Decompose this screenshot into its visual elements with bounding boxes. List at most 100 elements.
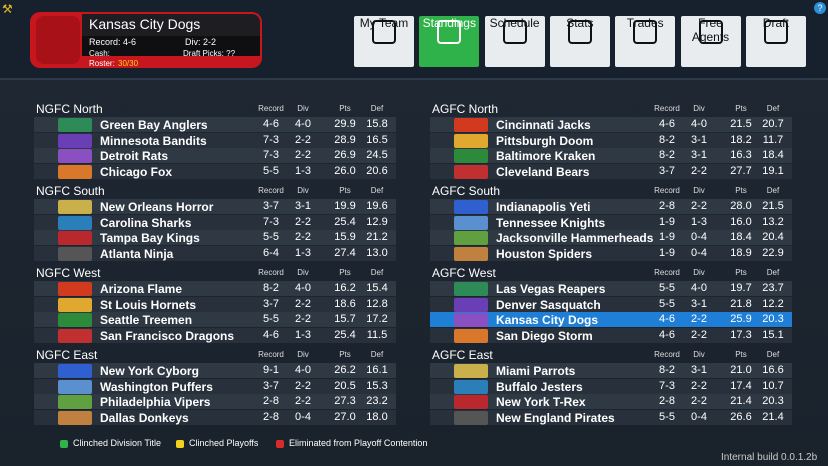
team-row[interactable]: New Orleans Horror 3-7 3-1 19.9 19.6	[34, 199, 396, 214]
team-name: Chicago Fox	[100, 164, 173, 179]
team-row[interactable]: Green Bay Anglers 4-6 4-0 29.9 15.8	[34, 117, 396, 132]
wrench-icon[interactable]: ⚒	[2, 2, 13, 16]
stat-cell: 15.9	[334, 231, 356, 243]
stat-cell: 16.0	[730, 215, 752, 228]
roster-label: Roster:	[89, 59, 115, 68]
nav-icon	[763, 20, 788, 44]
team-name: Baltimore Kraken	[496, 149, 596, 163]
team-logo	[454, 328, 488, 343]
nav-button[interactable]: Free Agents	[680, 16, 741, 67]
cash: Cash:	[89, 49, 110, 58]
team-row[interactable]: Atlanta Ninja 6-4 1-3 27.4 13.0	[34, 245, 396, 261]
stat-cell: 23.2	[366, 395, 388, 407]
stat-cell: 19.7	[730, 282, 752, 294]
nav-label: Trades	[626, 16, 664, 30]
team-row[interactable]: Tennessee Knights 1-9 1-3 16.0 13.2	[430, 214, 792, 230]
nav-button[interactable]: My Team	[354, 16, 414, 67]
stat-cell: 16.1	[366, 364, 388, 376]
team-row[interactable]: Pittsburgh Doom 8-2 3-1 18.2 11.7	[430, 132, 792, 148]
stat-cell: 2-2	[295, 297, 311, 310]
stat-cell: 0-4	[691, 246, 707, 259]
team-row[interactable]: Carolina Sharks 7-3 2-2 25.4 12.9	[34, 214, 396, 230]
legend-label: Clinched Division Title	[73, 438, 162, 448]
team-logo	[58, 328, 92, 343]
nav-button[interactable]: Stats	[549, 16, 610, 67]
stat-cell: 29.9	[334, 118, 356, 130]
team-logo	[58, 215, 92, 230]
stat-cell: 21.4	[762, 410, 784, 423]
stat-cell: 18.9	[730, 246, 752, 259]
nav-button[interactable]: Draft	[745, 16, 806, 67]
team-row[interactable]: Miami Parrots 8-2 3-1 21.0 16.6	[430, 363, 792, 378]
record: Record: 4-6	[89, 37, 137, 47]
stat-cell: 15.8	[366, 118, 388, 130]
team-row[interactable]: Dallas Donkeys 2-8 0-4 27.0 18.0	[34, 409, 396, 425]
team-row[interactable]: Arizona Flame 8-2 4-0 16.2 15.4	[34, 281, 396, 296]
team-logo	[454, 164, 488, 179]
stat-cell: 2-2	[691, 379, 707, 392]
stat-cell: 2-8	[263, 395, 279, 407]
team-row[interactable]: Tampa Bay Kings 5-5 2-2 15.9 21.2	[34, 230, 396, 245]
team-row[interactable]: Jacksonville Hammerheads 1-9 0-4 18.4 20.4	[430, 230, 792, 245]
team-row[interactable]: Kansas City Dogs 4-6 2-2 25.9 20.3	[430, 312, 792, 327]
team-row[interactable]: Washington Puffers 3-7 2-2 20.5 15.3	[34, 378, 396, 394]
column-header: Record	[654, 104, 680, 113]
team-row[interactable]: San Diego Storm 4-6 2-2 17.3 15.1	[430, 327, 792, 343]
stat-cell: 4-6	[659, 328, 675, 341]
team-row[interactable]: St Louis Hornets 3-7 2-2 18.6 12.8	[34, 296, 396, 312]
team-name: San Diego Storm	[496, 328, 593, 343]
stat-cell: 2-2	[691, 328, 707, 341]
team-badge[interactable]: Kansas City Dogs Record: 4-6 Div: 2-2 Ca…	[30, 12, 262, 68]
division-record: Div: 2-2	[185, 37, 217, 47]
stat-cell: 27.7	[730, 164, 752, 177]
team-name: San Francisco Dragons	[100, 328, 235, 343]
team-row[interactable]: Buffalo Jesters 7-3 2-2 17.4 10.7	[430, 378, 792, 394]
team-row[interactable]: Cleveland Bears 3-7 2-2 27.7 19.1	[430, 163, 792, 179]
team-row[interactable]: Cincinnati Jacks 4-6 4-0 21.5 20.7	[430, 117, 792, 132]
stat-cell: 12.8	[366, 297, 388, 310]
team-row[interactable]: New York Cyborg 9-1 4-0 26.2 16.1	[34, 363, 396, 378]
stat-cell: 20.5	[334, 379, 356, 392]
nav-button[interactable]: Standings	[419, 16, 480, 67]
stat-cell: 19.1	[762, 164, 784, 177]
team-logo	[58, 246, 92, 261]
nav-button[interactable]: Trades	[615, 16, 676, 67]
stat-cell: 17.3	[730, 328, 752, 341]
team-row[interactable]: Denver Sasquatch 5-5 3-1 21.8 12.2	[430, 296, 792, 312]
stat-cell: 4-6	[659, 313, 675, 325]
team-row[interactable]: Las Vegas Reapers 5-5 4-0 19.7 23.7	[430, 281, 792, 296]
team-row[interactable]: Chicago Fox 5-5 1-3 26.0 20.6	[34, 163, 396, 179]
column-header: Pts	[735, 186, 747, 195]
column-header: Record	[258, 350, 284, 359]
stat-cell: 2-2	[295, 395, 311, 407]
column-header: Record	[654, 186, 680, 195]
help-icon[interactable]: ?	[814, 2, 826, 14]
stat-cell: 8-2	[659, 364, 675, 376]
stat-cell: 5-5	[659, 297, 675, 310]
stat-cell: 18.4	[730, 231, 752, 243]
team-row[interactable]: New York T-Rex 2-8 2-2 21.4 20.3	[430, 394, 792, 409]
stat-cell: 19.9	[334, 200, 356, 212]
stat-cell: 19.6	[366, 200, 388, 212]
team-row[interactable]: Philadelphia Vipers 2-8 2-2 27.3 23.2	[34, 394, 396, 409]
team-row[interactable]: Baltimore Kraken 8-2 3-1 16.3 18.4	[430, 148, 792, 163]
division-name: NGFC North	[36, 102, 103, 116]
column-header: Div	[693, 268, 705, 277]
team-logo	[454, 215, 488, 230]
column-header: Div	[693, 350, 705, 359]
team-row[interactable]: Minnesota Bandits 7-3 2-2 28.9 16.5	[34, 132, 396, 148]
team-name: Seattle Treemen	[100, 313, 193, 327]
team-row[interactable]: Houston Spiders 1-9 0-4 18.9 22.9	[430, 245, 792, 261]
column-header: Pts	[735, 350, 747, 359]
team-logo	[454, 200, 488, 214]
team-row[interactable]: Indianapolis Yeti 2-8 2-2 28.0 21.5	[430, 199, 792, 214]
team-row[interactable]: Seattle Treemen 5-5 2-2 15.7 17.2	[34, 312, 396, 327]
stat-cell: 2-2	[691, 395, 707, 407]
team-row[interactable]: New England Pirates 5-5 0-4 26.6 21.4	[430, 409, 792, 425]
column-header: Def	[766, 268, 780, 277]
stat-cell: 10.7	[762, 379, 784, 392]
team-row[interactable]: San Francisco Dragons 4-6 1-3 25.4 11.5	[34, 327, 396, 343]
nav-button[interactable]: Schedule	[484, 16, 545, 67]
team-row[interactable]: Detroit Rats 7-3 2-2 26.9 24.5	[34, 148, 396, 163]
stat-cell: 8-2	[263, 282, 279, 294]
